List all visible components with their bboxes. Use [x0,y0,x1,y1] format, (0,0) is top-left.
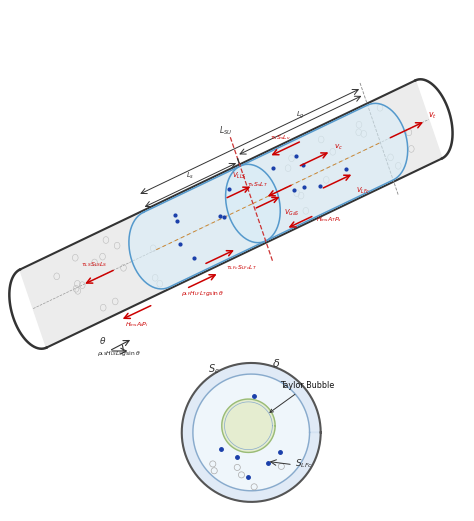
Text: $H_{ins}A_TP_s$: $H_{ins}A_TP_s$ [316,215,342,224]
Text: $\tau_{LS}S_{LS}L_S$: $\tau_{LS}S_{LS}L_S$ [81,260,108,269]
Text: $L_s$: $L_s$ [186,170,194,180]
Text: $S_c$: $S_c$ [208,363,219,376]
Text: $L_{SU}$: $L_{SU}$ [219,125,233,137]
Text: $V_{LLS}$: $V_{LLS}$ [232,171,246,181]
Text: Taylor Bubble: Taylor Bubble [270,381,334,413]
Polygon shape [129,164,280,289]
Text: $\tau_{LFc}S_{LFc}L_T$: $\tau_{LFc}S_{LFc}L_T$ [226,264,257,272]
Polygon shape [222,399,275,452]
Text: $L_g$: $L_g$ [296,109,305,121]
Polygon shape [193,374,310,491]
Text: $V_{GaS}$: $V_{GaS}$ [284,207,300,218]
Text: $S_{LFc}$: $S_{LFc}$ [294,458,313,470]
Text: $\tau_s S_s L_T$: $\tau_s S_s L_T$ [247,180,268,189]
Text: $\rho_{LF}H_{LF}L_Tg\sin\theta$: $\rho_{LF}H_{LF}L_Tg\sin\theta$ [181,289,224,297]
Text: $v_t$: $v_t$ [428,110,437,121]
Polygon shape [182,363,321,502]
Text: $v_c$: $v_c$ [334,143,343,152]
Polygon shape [20,80,442,348]
Text: $\rho_{LS}H_{LS}L_Sg\sin\theta$: $\rho_{LS}H_{LS}L_Sg\sin\theta$ [97,349,140,358]
Text: $\delta$: $\delta$ [273,357,281,369]
Text: $H_{ins}A_iP_i$: $H_{ins}A_iP_i$ [125,320,148,329]
Text: $\tau_s S_s L_v$: $\tau_s S_s L_v$ [270,133,291,142]
Polygon shape [226,103,408,243]
Text: $\theta$: $\theta$ [99,336,106,346]
Text: $V_{LFc}$: $V_{LFc}$ [356,187,371,196]
